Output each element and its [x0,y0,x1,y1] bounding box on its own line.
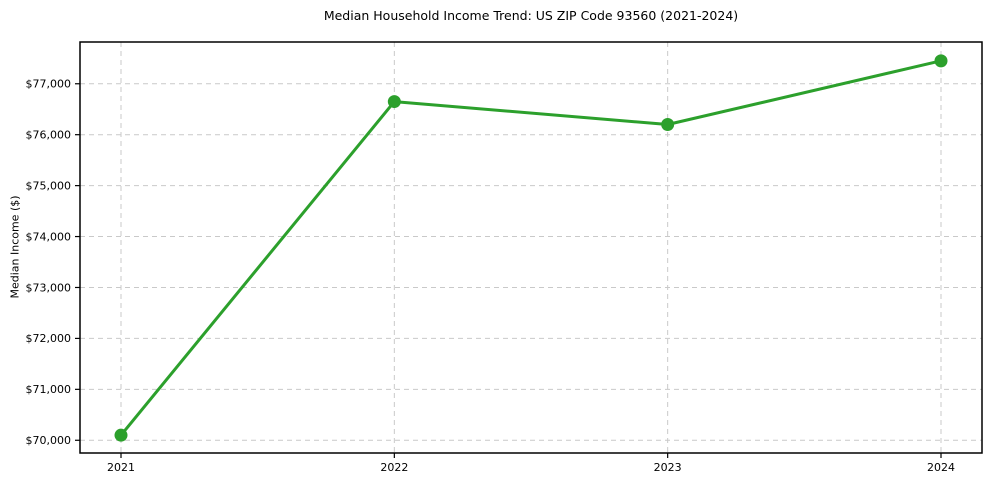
y-tick-label: $73,000 [26,281,72,294]
y-tick-label: $71,000 [26,383,72,396]
y-tick-label: $74,000 [26,230,72,243]
data-point-marker [661,118,675,132]
data-point-marker [934,54,948,68]
y-tick-label: $75,000 [26,179,72,192]
plot-border [79,41,983,454]
data-point-marker [114,428,128,442]
data-point-marker [387,95,401,109]
x-tick-label: 2022 [380,461,408,474]
y-tick-label: $76,000 [26,128,72,141]
x-tick-label: 2021 [107,461,135,474]
y-tick-label: $70,000 [26,434,72,447]
y-tick-label: $72,000 [26,332,72,345]
x-tick-label: 2024 [927,461,955,474]
y-tick-label: $77,000 [26,78,72,91]
trend-line [119,59,943,437]
chart-title: Median Household Income Trend: US ZIP Co… [323,8,739,23]
x-tick-label: 2023 [654,461,682,474]
